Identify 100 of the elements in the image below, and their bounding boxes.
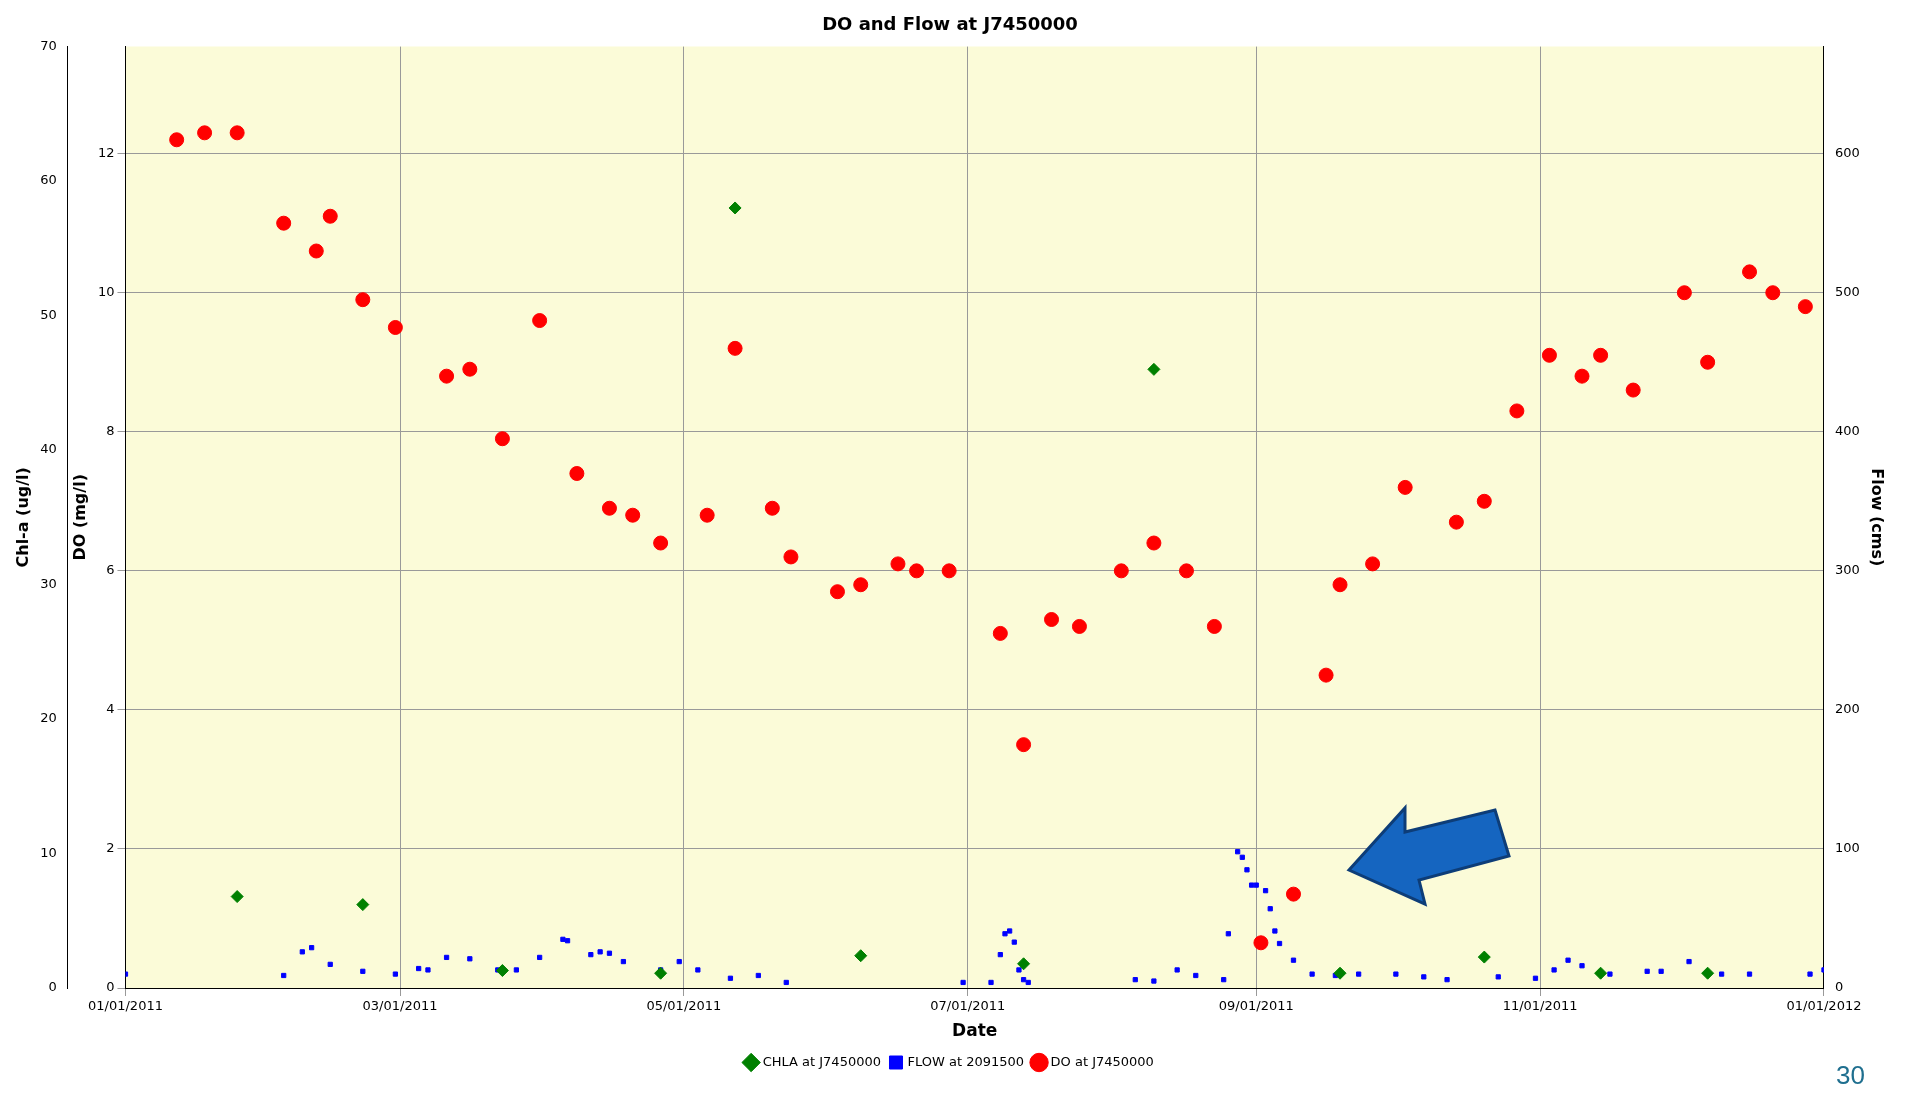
point [1797, 299, 1813, 315]
point [728, 201, 742, 215]
point [764, 500, 780, 516]
point [1701, 966, 1715, 980]
point [992, 625, 1008, 641]
point [1044, 612, 1060, 628]
legend-label: CHLA at J7450000 [762, 1053, 881, 1069]
y3-tick-label: 400 [1834, 423, 1860, 439]
y-axis-title: Chl-a (ug/l) [12, 467, 32, 568]
point [1765, 285, 1781, 301]
y-tick-label: 30 [40, 575, 57, 591]
point [853, 577, 869, 593]
y-tick-label: 40 [40, 441, 57, 457]
point [625, 507, 641, 523]
point [1700, 354, 1716, 370]
x-tick-label: 03/01/2011 [362, 998, 438, 1014]
point [1178, 563, 1194, 579]
x-tick-label: 09/01/2011 [1218, 998, 1294, 1014]
point [1016, 737, 1032, 753]
point [941, 563, 957, 579]
point [569, 466, 585, 481]
point [1253, 935, 1269, 951]
point [532, 313, 548, 329]
point [1017, 957, 1031, 971]
y-tick-label: 70 [40, 37, 57, 53]
chart-title: DO and Flow at J7450000 [822, 13, 1078, 35]
y3-tick-label: 200 [1834, 701, 1860, 717]
point [909, 563, 925, 579]
x-tick-label: 01/01/2011 [88, 998, 163, 1014]
point [1146, 535, 1162, 551]
point [699, 507, 715, 523]
point [1477, 950, 1491, 964]
y2-tick-label: 0 [106, 979, 115, 995]
y3-tick-label: 0 [1834, 979, 1844, 995]
y-tick-label: 60 [40, 172, 57, 188]
x-tick-label: 07/01/2011 [930, 998, 1006, 1014]
y-tick-label: 20 [40, 710, 57, 726]
y-tick-label: 50 [40, 306, 57, 322]
point [1071, 618, 1087, 634]
point [439, 368, 455, 384]
legend-label: FLOW at 2091500 [907, 1053, 1025, 1069]
point [1541, 347, 1557, 363]
point [1332, 577, 1348, 593]
point [276, 215, 292, 231]
point [1333, 966, 1347, 980]
point [601, 500, 617, 516]
y-tick-label: 10 [40, 844, 57, 860]
y3-tick-label: 100 [1834, 840, 1860, 856]
point [387, 319, 403, 335]
y3-tick-label: 600 [1834, 145, 1860, 161]
y2-tick-label: 4 [106, 701, 115, 717]
x-axis-title: Date [952, 1020, 998, 1041]
point [1476, 493, 1492, 509]
point [1147, 362, 1161, 376]
point [890, 556, 906, 572]
point [829, 584, 845, 600]
point [1594, 966, 1608, 980]
point [1509, 403, 1525, 419]
point [1448, 514, 1464, 530]
point [495, 964, 509, 978]
y2-tick-label: 12 [97, 145, 115, 161]
point [854, 949, 868, 963]
text: 30 [1836, 1060, 1865, 1091]
point [1365, 556, 1381, 572]
point [783, 549, 799, 565]
point [308, 243, 324, 259]
legend-label: DO at J7450000 [1050, 1053, 1154, 1069]
point [1625, 382, 1641, 398]
point [1397, 479, 1413, 495]
point [1286, 886, 1301, 902]
point [1742, 264, 1758, 280]
point [654, 966, 668, 980]
point [230, 890, 244, 904]
y-tick-label: 0 [48, 979, 57, 995]
point [1574, 368, 1590, 384]
y2-tick-label: 6 [106, 562, 115, 578]
point [197, 125, 213, 141]
point [356, 898, 370, 912]
y2-axis-title: DO (mg/l) [70, 474, 90, 561]
point [494, 431, 510, 447]
x-tick-label: 05/01/2011 [646, 998, 722, 1014]
y2-tick-label: 2 [106, 840, 115, 856]
point [229, 125, 245, 141]
point [169, 132, 185, 148]
point [1206, 618, 1222, 634]
point [1593, 347, 1609, 363]
y3-tick-label: 300 [1834, 562, 1860, 578]
point [1676, 285, 1692, 301]
y2-tick-label: 10 [97, 284, 115, 300]
point [1113, 563, 1129, 579]
y3-tick-label: 500 [1834, 284, 1860, 300]
point [727, 340, 743, 356]
x-tick-label: 01/01/2012 [1786, 998, 1862, 1014]
point [322, 208, 338, 224]
point [653, 535, 669, 551]
point [462, 361, 478, 377]
y3-axis-title: Flow (cms) [1868, 468, 1888, 567]
point [1318, 667, 1334, 683]
x-tick-label: 11/01/2011 [1502, 998, 1578, 1014]
point [355, 292, 371, 308]
